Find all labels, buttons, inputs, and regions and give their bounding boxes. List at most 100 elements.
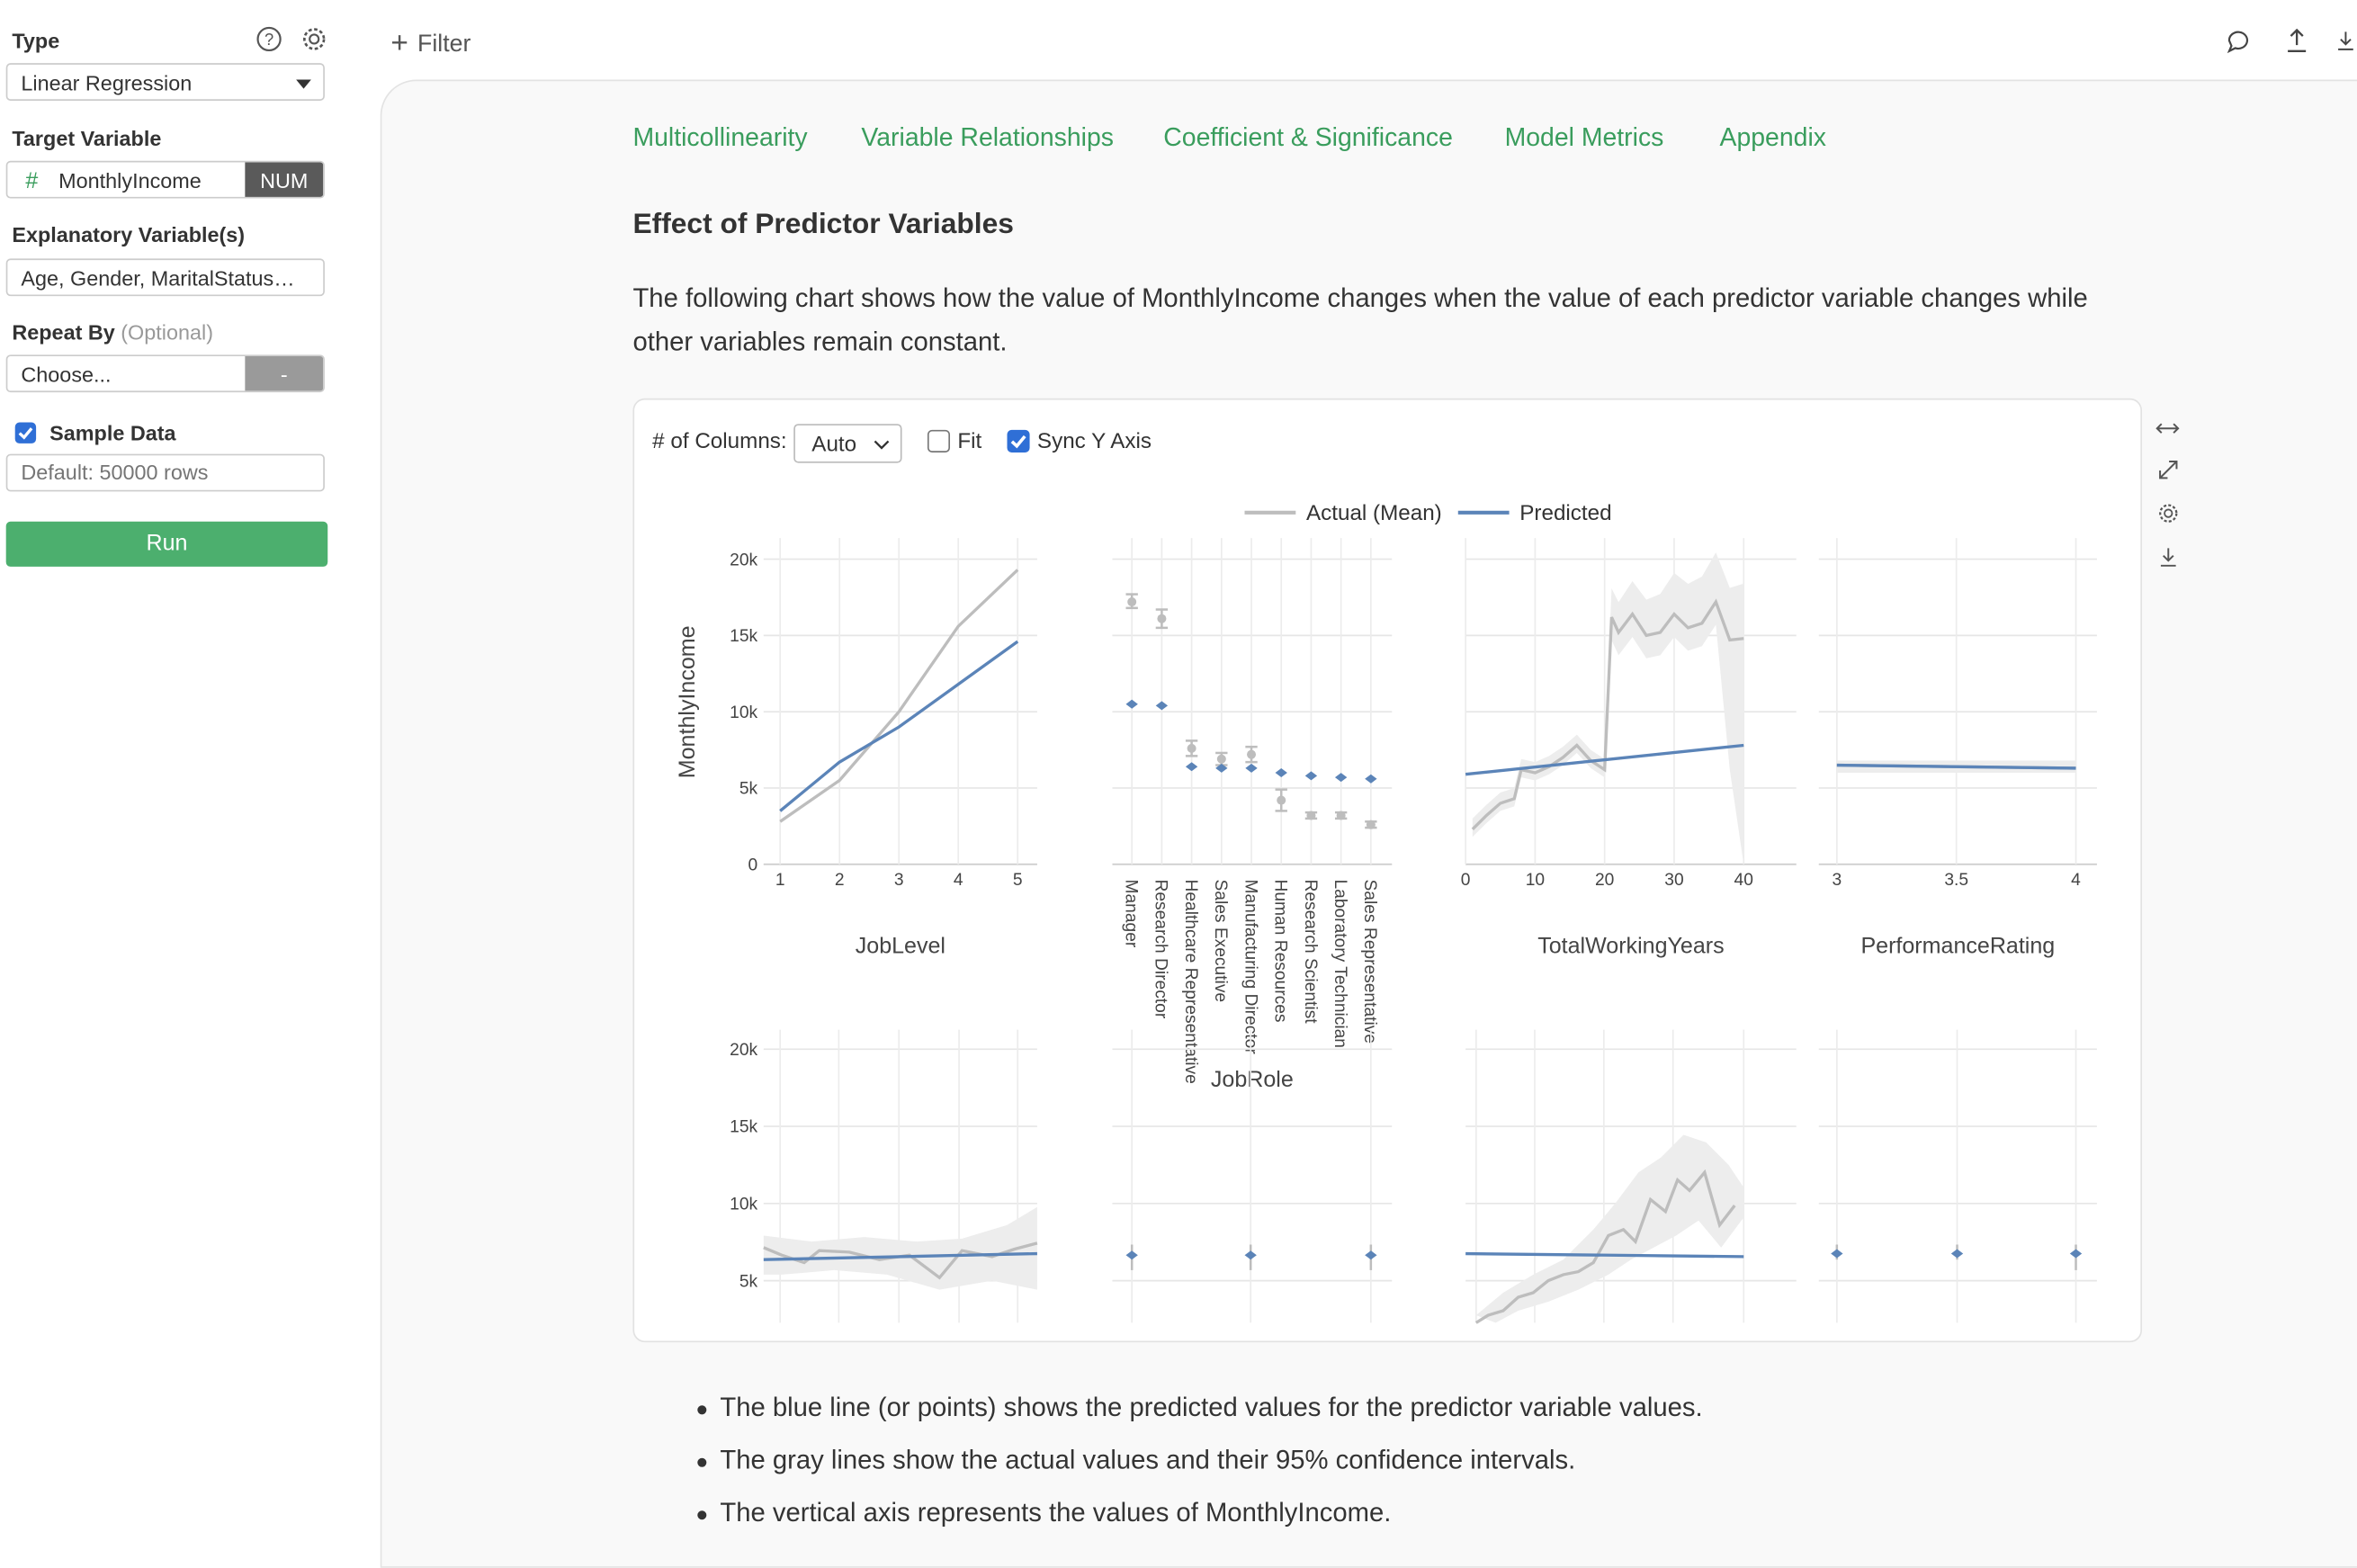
actual-line (1474, 1169, 1736, 1324)
repeat-by-value: Choose... (21, 362, 112, 387)
fit-label: Fit (957, 429, 982, 454)
actual-point (1157, 614, 1167, 623)
x-tick-label: 20 (1595, 871, 1614, 890)
chart-download-icon[interactable] (2157, 546, 2180, 569)
columns-select[interactable]: Auto (793, 424, 902, 463)
check-icon (18, 427, 33, 440)
sample-data-label: Sample Data (49, 420, 176, 445)
repeat-by-select[interactable]: Choose... - (5, 354, 325, 393)
predicted-point (1334, 773, 1348, 783)
type-select[interactable]: Linear Regression (5, 63, 325, 101)
x-tick-label: Healthcare Representative (1181, 879, 1200, 1083)
actual-point (1306, 811, 1316, 820)
x-tick-label: 4 (2071, 871, 2081, 890)
predicted-point (1185, 762, 1198, 772)
actual-line (1471, 598, 1744, 830)
type-select-value: Linear Regression (21, 70, 193, 95)
chart-card (632, 398, 2143, 1343)
predicted-point (1950, 1249, 1964, 1259)
legend-actual-label: Actual (Mean) (1306, 501, 1442, 525)
actual-point (1277, 795, 1286, 805)
chart-settings-icon[interactable] (2157, 502, 2180, 524)
actual-point (1187, 743, 1196, 753)
x-tick-label: 5 (1013, 871, 1023, 890)
actual-line (779, 569, 1019, 823)
x-axis-title: JobLevel (856, 933, 945, 958)
y-axis-label: MonthlyIncome (675, 625, 700, 778)
x-tick-label: Research Director (1152, 879, 1170, 1018)
x-tick-label: Manufacturing Director (1241, 879, 1259, 1054)
y-tick-label: 5k (739, 780, 758, 799)
x-tick-label: 3 (894, 871, 904, 890)
x-axis-title: JobRole (1211, 1067, 1294, 1092)
predicted-line (1836, 763, 2076, 770)
note-item: The blue line (or points) shows the pred… (697, 1392, 1703, 1444)
repeat-by-optional: (Optional) (121, 319, 213, 345)
x-tick-label: Sales Representative (1360, 879, 1379, 1044)
y-tick-label: 15k (730, 1118, 757, 1137)
predicted-line (1465, 743, 1744, 776)
predicted-line (779, 640, 1019, 812)
tab-coefficient-significance[interactable]: Coefficient & Significance (1163, 123, 1453, 152)
section-description: The following chart shows how the value … (632, 282, 2088, 357)
predicted-point (2069, 1249, 2083, 1259)
predicted-point (1155, 701, 1169, 711)
type-label: Type (12, 28, 60, 53)
fullscreen-icon[interactable] (2157, 459, 2180, 481)
sync-y-axis-checkbox[interactable] (1007, 429, 1030, 452)
actual-point (1336, 811, 1346, 820)
predicted-point (1365, 1250, 1377, 1260)
legend-predicted-label: Predicted (1519, 501, 1611, 525)
sidebar: Type ? Linear Regression Target Variable… (0, 0, 343, 1552)
check-icon (1010, 435, 1026, 449)
repeat-by-text: Repeat By (12, 319, 115, 345)
x-tick-label: 10 (1526, 871, 1545, 890)
x-tick-label: 2 (835, 871, 845, 890)
filter-label: Filter (417, 31, 471, 58)
actual-point (1247, 749, 1257, 759)
expand-width-icon[interactable] (2155, 418, 2180, 439)
share-icon[interactable] (2283, 27, 2310, 54)
chevron-down-icon (874, 440, 890, 450)
x-tick-label: 1 (775, 871, 785, 890)
predicted-point (1365, 774, 1377, 784)
target-variable-field[interactable]: # MonthlyIncome NUM (5, 160, 325, 199)
x-axis-title: TotalWorkingYears (1537, 933, 1724, 958)
x-tick-label: 4 (954, 871, 963, 890)
filter-button[interactable]: + Filter (390, 25, 471, 60)
tab-model-metrics[interactable]: Model Metrics (1504, 123, 1664, 152)
x-tick-label: 40 (1734, 871, 1753, 890)
confidence-band (1475, 1134, 1744, 1323)
help-icon[interactable]: ? (255, 25, 282, 52)
sample-data-checkbox[interactable] (14, 422, 37, 444)
target-variable-label: Target Variable (12, 126, 162, 151)
tab-multicollinearity[interactable]: Multicollinearity (632, 123, 808, 152)
tab-appendix[interactable]: Appendix (1719, 123, 1826, 152)
gear-icon[interactable] (300, 25, 327, 52)
comment-icon[interactable] (2225, 27, 2252, 54)
y-tick-label: 20k (730, 551, 757, 569)
x-tick-label: Sales Executive (1211, 879, 1230, 1002)
confidence-band (763, 1206, 1037, 1290)
download-icon[interactable] (2335, 27, 2357, 54)
repeat-by-clear-button[interactable]: - (245, 356, 324, 391)
svg-text:?: ? (264, 30, 273, 49)
y-tick-label: 15k (730, 627, 757, 646)
sample-size-input[interactable] (5, 453, 325, 492)
tab-variable-relationships[interactable]: Variable Relationships (861, 123, 1114, 152)
predicted-line (763, 1251, 1037, 1261)
fit-checkbox[interactable] (927, 429, 951, 452)
explanatory-variables-field[interactable]: Age, Gender, MaritalStatus… (5, 258, 325, 297)
legend-notes: The blue line (or points) shows the pred… (697, 1392, 1703, 1549)
x-axis-title: PerformanceRating (1860, 933, 2055, 958)
predicted-point (1125, 1250, 1138, 1260)
y-tick-label: 5k (739, 1272, 758, 1291)
x-tick-label: 30 (1664, 871, 1683, 890)
run-button[interactable]: Run (5, 521, 328, 567)
y-tick-label: 0 (748, 856, 757, 874)
type-badge: NUM (245, 162, 324, 197)
predicted-point (1831, 1249, 1843, 1259)
actual-point (1366, 820, 1376, 829)
predicted-point (1275, 767, 1287, 778)
predicted-line (1465, 1251, 1744, 1259)
